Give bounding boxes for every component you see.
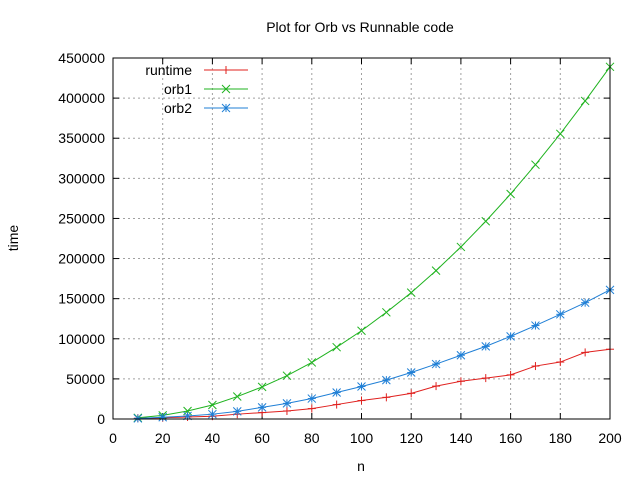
runtime-point: [407, 389, 416, 398]
orb1-point: [232, 392, 242, 401]
orb2-point: [307, 394, 317, 403]
x-tick-label: 20: [155, 430, 171, 446]
runtime-point: [357, 396, 366, 405]
plot-frame: [112, 57, 611, 420]
orb1-point: [456, 242, 466, 252]
y-tick-label: 50000: [66, 371, 105, 387]
y-tick-label: 400000: [58, 90, 105, 106]
orb1-point: [580, 96, 590, 106]
runtime-point: [481, 374, 490, 383]
y-tick-label: 350000: [58, 130, 105, 146]
legend-marker: [221, 103, 231, 113]
orb1-point: [208, 400, 217, 410]
y-tick-label: 150000: [58, 291, 105, 307]
orb2-point: [208, 409, 217, 419]
orb1-point: [481, 216, 491, 226]
y-axis-label: time: [5, 225, 21, 252]
x-tick-label: 180: [549, 430, 573, 446]
grid: [113, 58, 610, 419]
orb2-point: [506, 332, 515, 341]
runtime-line: [137, 348, 611, 419]
y-tick-label: 300000: [58, 170, 105, 186]
runtime-point: [432, 382, 441, 391]
runtime-point: [382, 393, 391, 402]
runtime-point: [307, 404, 316, 413]
orb2-point: [133, 414, 143, 423]
x-tick-label: 80: [304, 430, 320, 446]
orb2-point: [431, 359, 441, 369]
legend: runtime orb1 orb2: [145, 62, 248, 116]
legend-label: runtime: [145, 62, 192, 78]
legend-marker: [222, 66, 230, 74]
legend-label: orb1: [164, 81, 192, 97]
legend-item-runtime: runtime: [145, 62, 248, 78]
x-tick-label: 0: [109, 430, 117, 446]
series-orb1: [133, 62, 615, 423]
orb1-point: [555, 129, 565, 139]
orb1-point: [307, 358, 317, 367]
y-tick-label: 200000: [58, 251, 105, 267]
orb1-point: [332, 342, 342, 352]
orb1-point: [531, 160, 540, 170]
x-tick-label: 160: [499, 430, 523, 446]
x-tick-label: 60: [254, 430, 270, 446]
orb1-point: [257, 382, 267, 392]
orb2-point: [232, 407, 242, 416]
runtime-point: [456, 377, 465, 386]
y-tick-label: 0: [97, 411, 105, 427]
runtime-point: [531, 362, 540, 371]
orb1-point: [506, 189, 515, 199]
orb2-line: [137, 289, 611, 419]
y-tick-label: 100000: [58, 331, 105, 347]
legend-item-orb2: orb2: [164, 100, 248, 116]
orb2-point: [158, 412, 168, 422]
orb2-point: [580, 298, 590, 308]
runtime-point: [581, 348, 590, 357]
orb1-point: [431, 266, 441, 275]
x-tick-label: 140: [449, 430, 473, 446]
orb2-point: [381, 375, 391, 385]
y-tick-label: 450000: [58, 50, 105, 66]
runtime-point: [506, 370, 515, 379]
runtime-point: [332, 400, 341, 409]
chart-title: Plot for Orb vs Runnable code: [266, 19, 454, 35]
x-tick-label: 200: [598, 430, 622, 446]
orb2-point: [357, 382, 366, 391]
legend-marker: [221, 84, 231, 94]
orb2-point: [531, 321, 540, 330]
runtime-point: [556, 358, 565, 367]
orb2-point: [332, 388, 342, 397]
legend-item-orb1: orb1: [164, 81, 248, 97]
legend-label: orb2: [164, 100, 192, 116]
orb2-point: [282, 399, 292, 408]
orb1-line: [137, 66, 611, 419]
x-tick-label: 120: [400, 430, 424, 446]
orb2-point: [406, 368, 416, 377]
plot-series: [133, 62, 615, 423]
orb1-point: [406, 288, 416, 298]
orb2-point: [456, 350, 466, 360]
runtime-point: [282, 406, 291, 415]
x-axis-label: n: [357, 458, 365, 474]
y-tick-label: 250000: [58, 210, 105, 226]
series-orb2: [133, 285, 615, 423]
x-tick-label: 100: [350, 430, 374, 446]
orb2-point: [481, 342, 491, 351]
orb1-point: [357, 326, 366, 336]
orb2-point: [555, 309, 565, 319]
orb1-point: [282, 371, 292, 381]
x-tick-label: 40: [205, 430, 221, 446]
axis-ticks: 0 50000 100000 150000 200000 250000 300000 3500…: [58, 50, 622, 446]
orb1-point: [381, 307, 391, 317]
orb2-point: [257, 403, 267, 412]
